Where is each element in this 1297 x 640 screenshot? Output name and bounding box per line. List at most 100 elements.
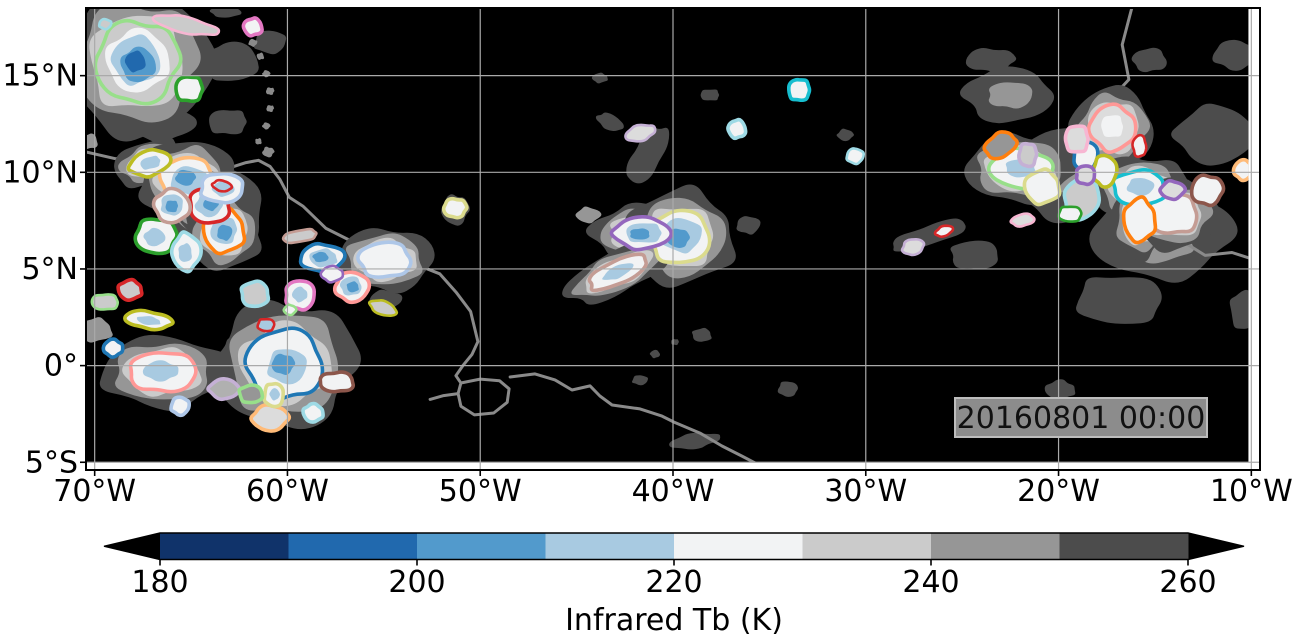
cloud-cluster-contour [116,277,144,303]
gray-cloud-patch [209,8,242,18]
cloud-cluster-contour [101,337,125,359]
gray-cloud-patch [700,89,720,101]
gray-cloud-patch [1212,39,1249,71]
colorbar-segment [674,533,803,560]
colorbar-tick-label: 220 [645,565,702,600]
y-tick-label: 0° [44,349,78,384]
cloud-cluster-contour [239,279,271,309]
x-tick-label: 70°W [53,474,136,509]
gray-cloud-patch [86,317,113,343]
cloud-cluster-core [165,200,179,213]
gray-cloud-patch [1171,103,1249,166]
colorbar-under-arrow [104,533,160,560]
island [261,122,271,130]
cloud-cluster-contour [982,130,1019,161]
brazil-east-coast-coastline [508,372,758,463]
gray-cloud-patch [631,375,649,386]
gray-cloud-patch [203,41,259,81]
island [265,87,275,95]
cloud-cluster-contour [241,16,264,38]
cloud-cluster-core [175,169,197,186]
cloud-cluster-core [136,316,161,326]
island [255,138,262,145]
cloud-cluster-contour [249,402,292,433]
colorbar-axis-label: Infrared Tb (K) [565,603,783,638]
y-tick-label: 15°N [2,59,78,94]
cloud-cluster-contour [726,117,748,141]
cloud-cluster-core [602,263,634,280]
cloud-cluster-contour [1189,173,1226,208]
cloud-cluster-contour [1090,153,1119,189]
timestamp-label: 20160801 00:00 [957,401,1206,436]
cloud-cluster-contour [1063,124,1090,154]
cloud-cluster-contour [319,264,345,284]
gray-cloud-patch [253,30,287,55]
y-tick-label: 5°N [21,252,78,287]
gray-cloud-patch [209,110,247,135]
cloud-cluster-core [271,353,296,375]
cloud-cluster-contour [786,77,812,103]
gray-cloud-patch [965,48,1017,73]
cloud-cluster-contour [1057,205,1083,223]
marajo-island-coastline [456,377,511,417]
gray-cloud-patch [836,128,854,142]
cloud-cluster-contour [206,376,242,402]
island [266,105,275,112]
cloud-cluster-contour [169,395,192,418]
x-tick-label: 30°W [824,474,907,509]
colorbar-segment [288,533,418,560]
cloud-cluster-core [312,251,329,263]
cloud-cluster-core [143,227,166,247]
cloud-cluster-contour [356,240,413,279]
cloud-cluster-core [346,281,359,293]
colorbar-tick-label: 240 [902,565,959,600]
gray-cloud-patch [1229,289,1249,329]
cloud-cluster-contour [151,14,221,37]
gray-cloud-patch [1076,277,1162,324]
colorbar-segment [545,533,675,560]
colorbar-tick-label: 200 [388,565,445,600]
cloud-cluster-contour [1022,167,1062,207]
cloud-cluster-core [211,180,235,197]
cloud-cluster-contour [933,224,955,239]
gray-cloud-patch [649,349,661,359]
x-tick-label: 50°W [439,474,522,509]
cloud-cluster-contour [301,401,325,424]
colorbar-segment [802,533,932,560]
cloud-cluster-core [269,388,280,401]
cloud-cluster-core [217,224,233,241]
colorbar-segment [417,533,546,560]
x-tick-label: 40°W [632,474,715,509]
gray-cloud-patch [691,327,712,342]
map-content [86,8,1249,463]
cloud-cluster-contour [1074,164,1097,187]
cloud-cluster-core [630,228,650,240]
colorbar-tick-label: 260 [1159,565,1216,600]
cloud-cluster-contour [282,303,298,317]
x-tick-label: 10°W [1210,474,1293,509]
island [256,52,265,60]
cloud-cluster-core [291,286,308,303]
y-tick-label: 10°N [2,155,78,190]
x-tick-label: 20°W [1017,474,1100,509]
cloud-cluster-contour [1158,178,1188,202]
colorbar-segment [1059,533,1189,560]
gray-cloud-patch [988,82,1033,109]
cloud-cluster-contour [624,123,657,143]
gray-cloud-patch [626,127,670,184]
y-tick-label: 5°S [25,445,78,480]
island [262,146,275,158]
cloud-cluster-contour [97,17,113,31]
cloud-cluster-core [124,50,146,73]
gray-cloud-patch [1044,379,1076,401]
amazon-branch-coastline [428,392,460,401]
cloud-cluster-contour [1121,195,1158,245]
gray-cloud-patch [595,112,624,131]
gray-cloud-patch [671,339,679,346]
cloud-cluster-core [178,243,192,262]
cloud-cluster-contour [1131,133,1148,158]
cloud-cluster-contour [1017,141,1039,169]
gray-cloud-patch [1131,47,1167,73]
